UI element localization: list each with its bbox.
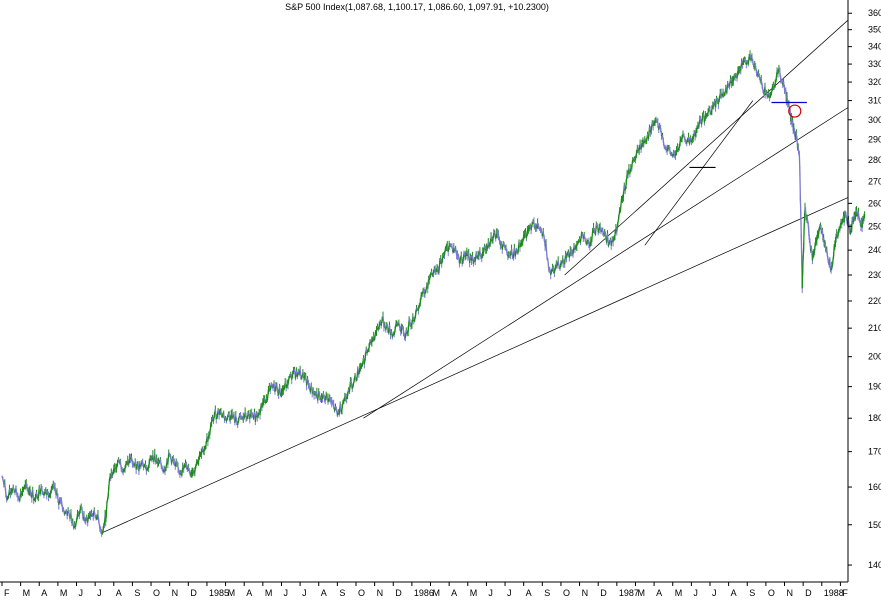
y-tick-label: 230 [868, 270, 881, 280]
x-tick-label: M [433, 588, 441, 598]
x-tick-label: A [656, 588, 662, 598]
x-tick-label: J [712, 588, 717, 598]
y-tick-label: 290 [868, 135, 881, 145]
trendline-1 [102, 197, 848, 533]
x-tick-label: M [23, 588, 31, 598]
y-tick-label: 140 [868, 560, 881, 570]
x-tick-label: N [172, 588, 179, 598]
x-tick-label: 1985 [209, 588, 229, 598]
x-tick-label: M [637, 588, 645, 598]
x-tick-label: S [544, 588, 550, 598]
y-tick-label: 150 [868, 520, 881, 530]
x-tick-label: D [600, 588, 607, 598]
x-tick-label: J [488, 588, 493, 598]
x-tick-label: M [60, 588, 68, 598]
x-tick-label: M [265, 588, 273, 598]
x-tick-label: N [787, 588, 794, 598]
x-tick-label: O [358, 588, 365, 598]
x-tick-label: A [321, 588, 327, 598]
x-tick-label: D [190, 588, 197, 598]
x-tick-label: 1986 [414, 588, 434, 598]
x-tick-label: O [768, 588, 775, 598]
trendline-layer [102, 19, 848, 533]
x-tick-label: N [582, 588, 589, 598]
x-tick-label: S [339, 588, 345, 598]
x-tick-label: F [4, 588, 10, 598]
y-tick-label: 200 [868, 352, 881, 362]
x-tick-label: O [153, 588, 160, 598]
x-tick-label: D [805, 588, 812, 598]
x-tick-label: A [41, 588, 47, 598]
x-tick-label: J [79, 588, 84, 598]
x-tick-label: 1988 [824, 588, 844, 598]
x-tick-label: J [97, 588, 102, 598]
y-tick-label: 240 [868, 245, 881, 255]
price-segment [606, 233, 610, 247]
price-series-layer [1, 50, 866, 537]
x-tick-label: S [749, 588, 755, 598]
y-tick-label: 250 [868, 221, 881, 231]
x-tick-label: F [842, 588, 848, 598]
x-tick-label: N [377, 588, 384, 598]
y-tick-label: 180 [868, 413, 881, 423]
y-tick-label: 160 [868, 482, 881, 492]
x-tick-label: 1987 [619, 588, 639, 598]
trendline-4 [644, 100, 754, 246]
chart-title: S&P 500 Index(1,087.68, 1,100.17, 1,086.… [285, 2, 549, 12]
x-tick-label: A [246, 588, 252, 598]
trendline-2 [363, 107, 848, 419]
y-tick-label: 330 [868, 59, 881, 69]
y-tick-label: 190 [868, 382, 881, 392]
x-tick-label: J [693, 588, 698, 598]
y-tick-label: 210 [868, 323, 881, 333]
x-tick-label: D [395, 588, 402, 598]
trendline-3 [564, 19, 848, 276]
y-tick-label: 360 [868, 8, 881, 18]
x-tick-label: J [283, 588, 288, 598]
y-tick-label: 260 [868, 198, 881, 208]
y-tick-label: 350 [868, 25, 881, 35]
x-tick-label: A [116, 588, 122, 598]
x-tick-label: J [302, 588, 307, 598]
x-tick-label: M [470, 588, 478, 598]
x-tick-label: J [507, 588, 512, 598]
y-tick-label: 220 [868, 296, 881, 306]
annotation-layer [689, 101, 807, 169]
y-tick-label: 320 [868, 77, 881, 87]
x-tick-label: A [731, 588, 737, 598]
y-tick-label: 280 [868, 155, 881, 165]
x-tick-label: A [451, 588, 457, 598]
x-tick-label: O [563, 588, 570, 598]
x-tick-label: S [134, 588, 140, 598]
x-tick-label: A [526, 588, 532, 598]
x-tick-label: M [228, 588, 236, 598]
crash-circle-marker [788, 104, 802, 118]
y-tick-label: 270 [868, 176, 881, 186]
y-tick-label: 170 [868, 447, 881, 457]
y-tick-label: 340 [868, 42, 881, 52]
x-tick-label: M [675, 588, 683, 598]
y-tick-label: 310 [868, 96, 881, 106]
y-tick-label: 300 [868, 115, 881, 125]
